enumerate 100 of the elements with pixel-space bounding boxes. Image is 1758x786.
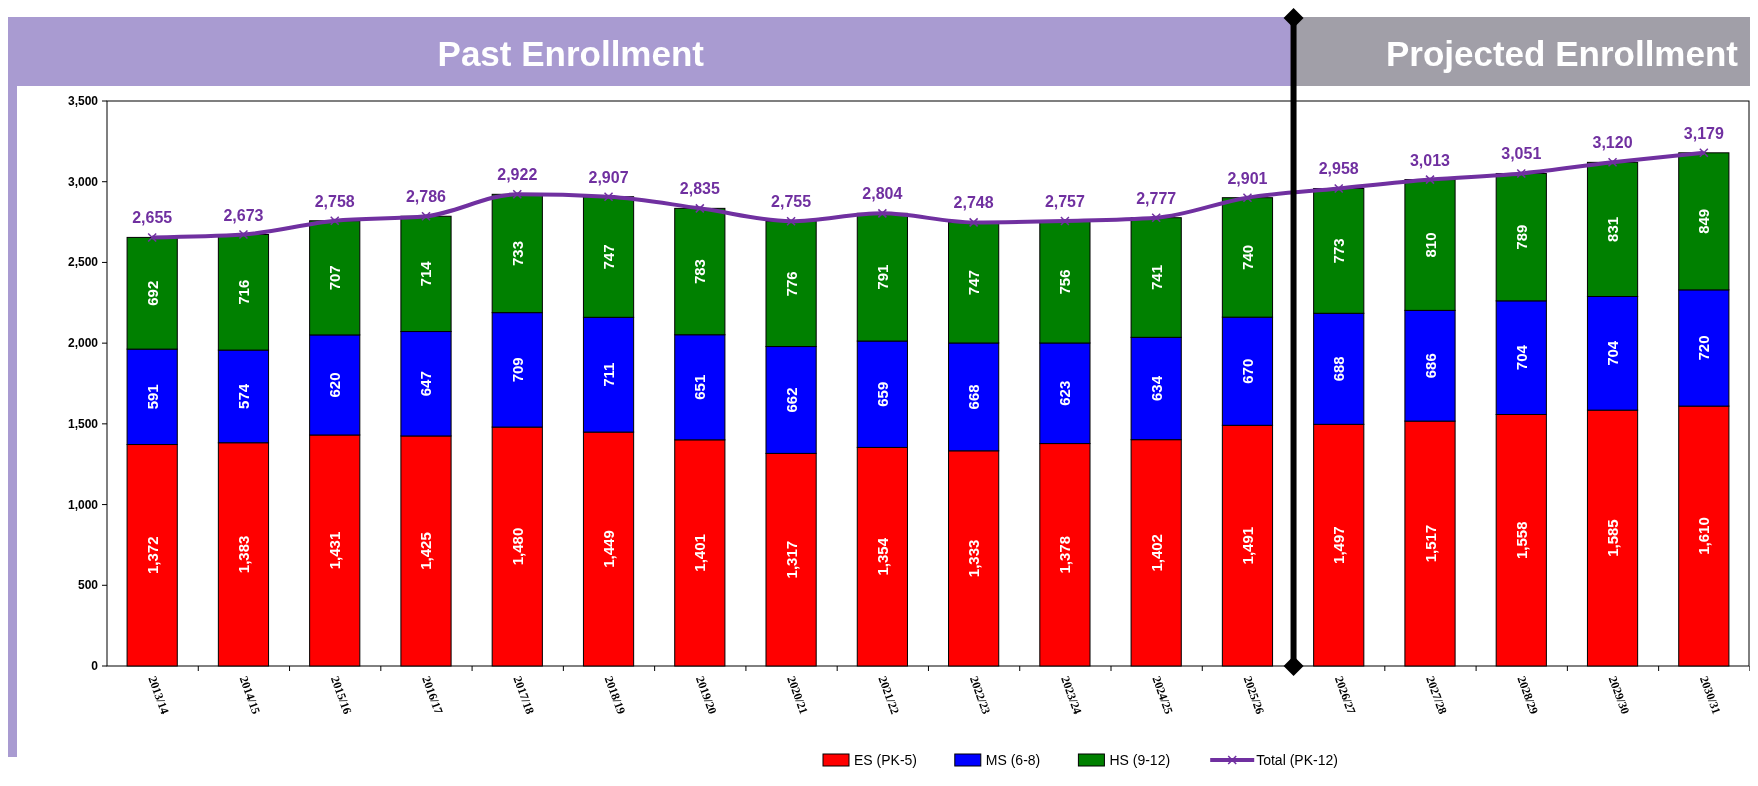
legend-label: ES (PK-5) bbox=[854, 752, 918, 768]
y-tick-label: 1,000 bbox=[67, 497, 99, 512]
data-label: 849 bbox=[1695, 208, 1713, 234]
data-label: 1,517 bbox=[1421, 524, 1439, 563]
data-label: 773 bbox=[1330, 238, 1348, 264]
y-tick-label: 3,500 bbox=[67, 94, 99, 108]
x-tick-label: 2015/16 bbox=[327, 674, 355, 716]
data-label: 711 bbox=[600, 362, 618, 387]
point bbox=[1699, 148, 1709, 158]
data-label: 3,051 bbox=[1501, 145, 1542, 163]
data-label: 2,804 bbox=[862, 185, 903, 203]
data-label: 591 bbox=[143, 384, 161, 410]
legend-label: Total (PK-12) bbox=[1256, 752, 1338, 768]
point bbox=[1516, 168, 1527, 179]
data-label: 783 bbox=[691, 259, 709, 285]
point bbox=[238, 229, 249, 240]
x-tick-label: 2020/21 bbox=[784, 674, 811, 716]
point bbox=[695, 203, 705, 214]
text: Past Enrollment bbox=[437, 33, 705, 73]
point bbox=[329, 216, 340, 226]
data-label: 692 bbox=[143, 280, 161, 306]
data-label: 791 bbox=[873, 264, 891, 290]
data-label: 2,755 bbox=[771, 193, 812, 211]
data-label: 659 bbox=[873, 381, 891, 407]
data-label: 2,922 bbox=[497, 166, 538, 184]
data-label: 647 bbox=[417, 371, 435, 397]
data-label: 574 bbox=[234, 383, 252, 409]
data-label: 2,655 bbox=[132, 209, 173, 227]
data-label: 670 bbox=[1238, 358, 1256, 384]
point bbox=[1333, 183, 1344, 194]
x-tick-label: 2014/15 bbox=[236, 674, 264, 716]
data-label: 688 bbox=[1330, 356, 1348, 382]
data-label: 1,449 bbox=[600, 530, 618, 568]
data-label: 704 bbox=[1512, 344, 1530, 371]
data-label: 1,610 bbox=[1695, 517, 1713, 555]
x-tick-label: 2019/20 bbox=[693, 674, 720, 716]
text: Projected Enrollment bbox=[1385, 33, 1739, 73]
data-label: 662 bbox=[782, 387, 800, 413]
data-label: 620 bbox=[326, 372, 344, 398]
data-label: 2,901 bbox=[1227, 169, 1268, 187]
data-label: 1,402 bbox=[1147, 534, 1165, 572]
data-label: 2,907 bbox=[588, 168, 629, 186]
point bbox=[603, 191, 614, 202]
data-label: 2,786 bbox=[405, 188, 447, 206]
y-tick-label: 2,000 bbox=[67, 336, 99, 351]
data-label: 707 bbox=[326, 265, 344, 291]
point bbox=[421, 211, 431, 222]
data-label: 668 bbox=[965, 384, 983, 410]
data-label: 1,378 bbox=[1056, 536, 1074, 574]
data-label: 2,777 bbox=[1136, 189, 1177, 207]
data-label: 831 bbox=[1604, 216, 1622, 242]
data-label: 709 bbox=[508, 357, 526, 383]
data-label: 3,013 bbox=[1409, 151, 1451, 169]
y-tick-label: 3,000 bbox=[67, 174, 99, 189]
y-tick-label: 2,500 bbox=[67, 255, 99, 270]
data-label: 720 bbox=[1695, 335, 1713, 361]
data-label: 1,491 bbox=[1238, 526, 1256, 565]
data-label: 1,372 bbox=[143, 536, 161, 575]
point bbox=[1242, 192, 1253, 203]
data-label: 747 bbox=[600, 244, 618, 270]
point bbox=[1151, 212, 1161, 223]
x-tick-label: 2029/30 bbox=[1605, 674, 1633, 716]
data-label: 1,333 bbox=[965, 539, 983, 578]
point bbox=[1425, 174, 1435, 185]
point bbox=[877, 208, 888, 219]
data-label: 1,317 bbox=[782, 540, 800, 579]
point bbox=[968, 217, 979, 228]
data-label: 733 bbox=[508, 240, 526, 266]
data-label: 1,401 bbox=[691, 534, 709, 572]
x-tick-label: 2018/19 bbox=[601, 674, 629, 716]
x-tick-label: 2025/26 bbox=[1240, 674, 1268, 716]
data-label: 623 bbox=[1056, 380, 1074, 406]
data-label: 2,748 bbox=[953, 194, 994, 212]
x-tick-label: 2023/24 bbox=[1058, 674, 1085, 716]
data-label: 741 bbox=[1147, 265, 1165, 291]
data-label: 3,120 bbox=[1592, 134, 1633, 152]
data-label: 704 bbox=[1604, 340, 1622, 366]
data-label: 1,354 bbox=[873, 537, 891, 576]
data-label: 634 bbox=[1147, 375, 1165, 402]
data-label: 716 bbox=[234, 279, 252, 305]
data-label: 2,958 bbox=[1318, 160, 1359, 178]
data-label: 1,383 bbox=[234, 535, 252, 574]
data-label: 810 bbox=[1421, 232, 1439, 258]
data-label: 1,497 bbox=[1330, 526, 1348, 564]
y-tick-label: 0 bbox=[91, 659, 99, 673]
x-tick-label: 2022/23 bbox=[966, 674, 994, 716]
data-label: 1,425 bbox=[417, 532, 435, 570]
legend-label: MS (6-8) bbox=[985, 752, 1041, 768]
x-tick-label: 2030/31 bbox=[1697, 674, 1724, 716]
data-label: 2,835 bbox=[679, 180, 720, 198]
data-label: 789 bbox=[1512, 224, 1530, 250]
data-label: 776 bbox=[782, 271, 800, 297]
data-label: 714 bbox=[417, 260, 435, 287]
data-label: 3,179 bbox=[1683, 124, 1724, 142]
point bbox=[512, 189, 523, 200]
point bbox=[147, 232, 157, 243]
data-label: 756 bbox=[1056, 269, 1074, 295]
data-label: 740 bbox=[1238, 244, 1256, 270]
data-label: 747 bbox=[965, 270, 983, 296]
point bbox=[1607, 157, 1618, 168]
